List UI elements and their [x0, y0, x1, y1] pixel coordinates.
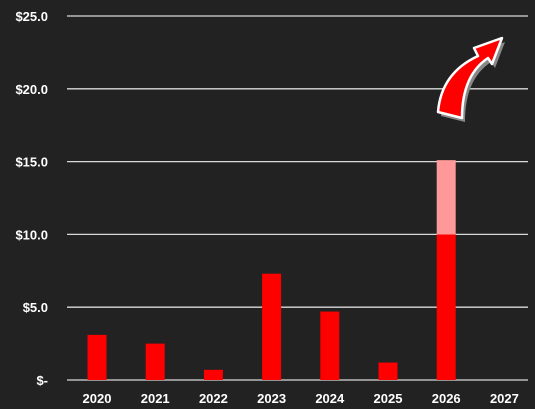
- trend-arrow: [436, 36, 504, 120]
- bar: [87, 334, 107, 380]
- y-tick-label: $5.0: [23, 300, 48, 315]
- y-tick-label: $15.0: [15, 155, 48, 170]
- x-tick-label: 2026: [432, 391, 461, 406]
- bar: [262, 273, 282, 380]
- x-tick-label: 2027: [490, 391, 519, 406]
- y-tick-label: $-: [36, 373, 48, 388]
- trend-arrow-icon: [436, 36, 505, 122]
- y-tick-label: $10.0: [15, 227, 48, 242]
- x-tick-label: 2023: [257, 391, 286, 406]
- y-tick-label: $25.0: [15, 9, 48, 24]
- bar: [378, 362, 398, 380]
- bars: [87, 160, 456, 380]
- bar: [203, 369, 223, 380]
- bar: [145, 343, 165, 380]
- bar: [436, 234, 456, 380]
- x-axis-tick-labels: 2020 2021 2022 2023 2024 2025 2026 2027: [83, 391, 519, 406]
- x-tick-label: 2022: [199, 391, 228, 406]
- bar: [320, 311, 340, 380]
- bar-segment-projection: [436, 160, 456, 235]
- y-axis-tick-labels: $- $5.0 $10.0 $15.0 $20.0 $25.0: [15, 9, 48, 388]
- x-tick-label: 2025: [374, 391, 403, 406]
- y-tick-label: $20.0: [15, 82, 48, 97]
- x-tick-label: 2021: [141, 391, 170, 406]
- x-tick-label: 2020: [83, 391, 112, 406]
- x-tick-label: 2024: [315, 391, 345, 406]
